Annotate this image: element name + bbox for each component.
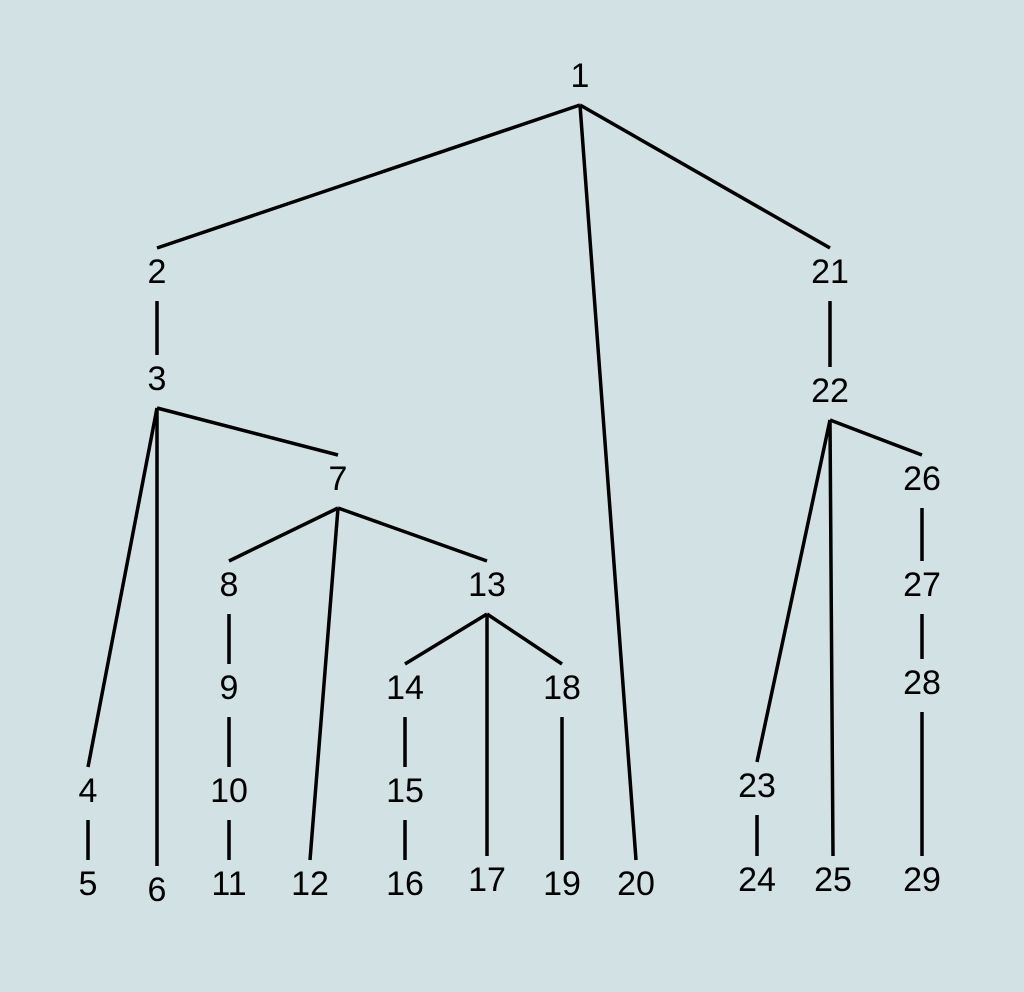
node-23: 23 [738,767,776,805]
edge-22-25 [828,419,835,857]
node-15: 15 [386,772,424,810]
node-1: 1 [571,57,590,95]
node-19: 19 [543,865,581,903]
edge-3-7 [156,406,339,457]
node-26: 26 [903,460,941,498]
edge-7-8 [228,506,339,563]
node-22: 22 [811,372,849,410]
edge-1-2 [156,103,581,250]
node-20: 20 [617,865,655,903]
node-6: 6 [148,871,167,909]
node-17: 17 [468,861,506,899]
node-14: 14 [386,669,424,707]
node-9: 9 [220,669,239,707]
node-11: 11 [211,865,246,903]
node-7: 7 [329,460,348,498]
node-25: 25 [814,861,852,899]
edge-22-26 [829,418,923,457]
node-4: 4 [79,772,98,810]
edge-22-23 [755,419,832,763]
edge-13-14 [404,612,488,666]
node-13: 13 [468,566,506,604]
node-18: 18 [543,669,581,707]
edge-1-21 [579,103,831,250]
node-21: 21 [811,253,849,291]
node-2: 2 [148,253,167,291]
edge-7-12 [308,507,340,861]
node-8: 8 [220,566,239,604]
edges-layer [86,103,924,866]
edge-13-18 [486,612,563,666]
node-29: 29 [903,861,941,899]
node-28: 28 [903,664,941,702]
node-3: 3 [148,360,167,398]
node-5: 5 [79,865,98,903]
node-27: 27 [903,566,941,604]
node-12: 12 [291,865,329,903]
node-24: 24 [738,861,776,899]
edge-7-13 [337,506,488,563]
edge-1-20 [578,104,638,861]
node-16: 16 [386,865,424,903]
node-10: 10 [210,772,248,810]
edge-3-4 [86,407,159,768]
